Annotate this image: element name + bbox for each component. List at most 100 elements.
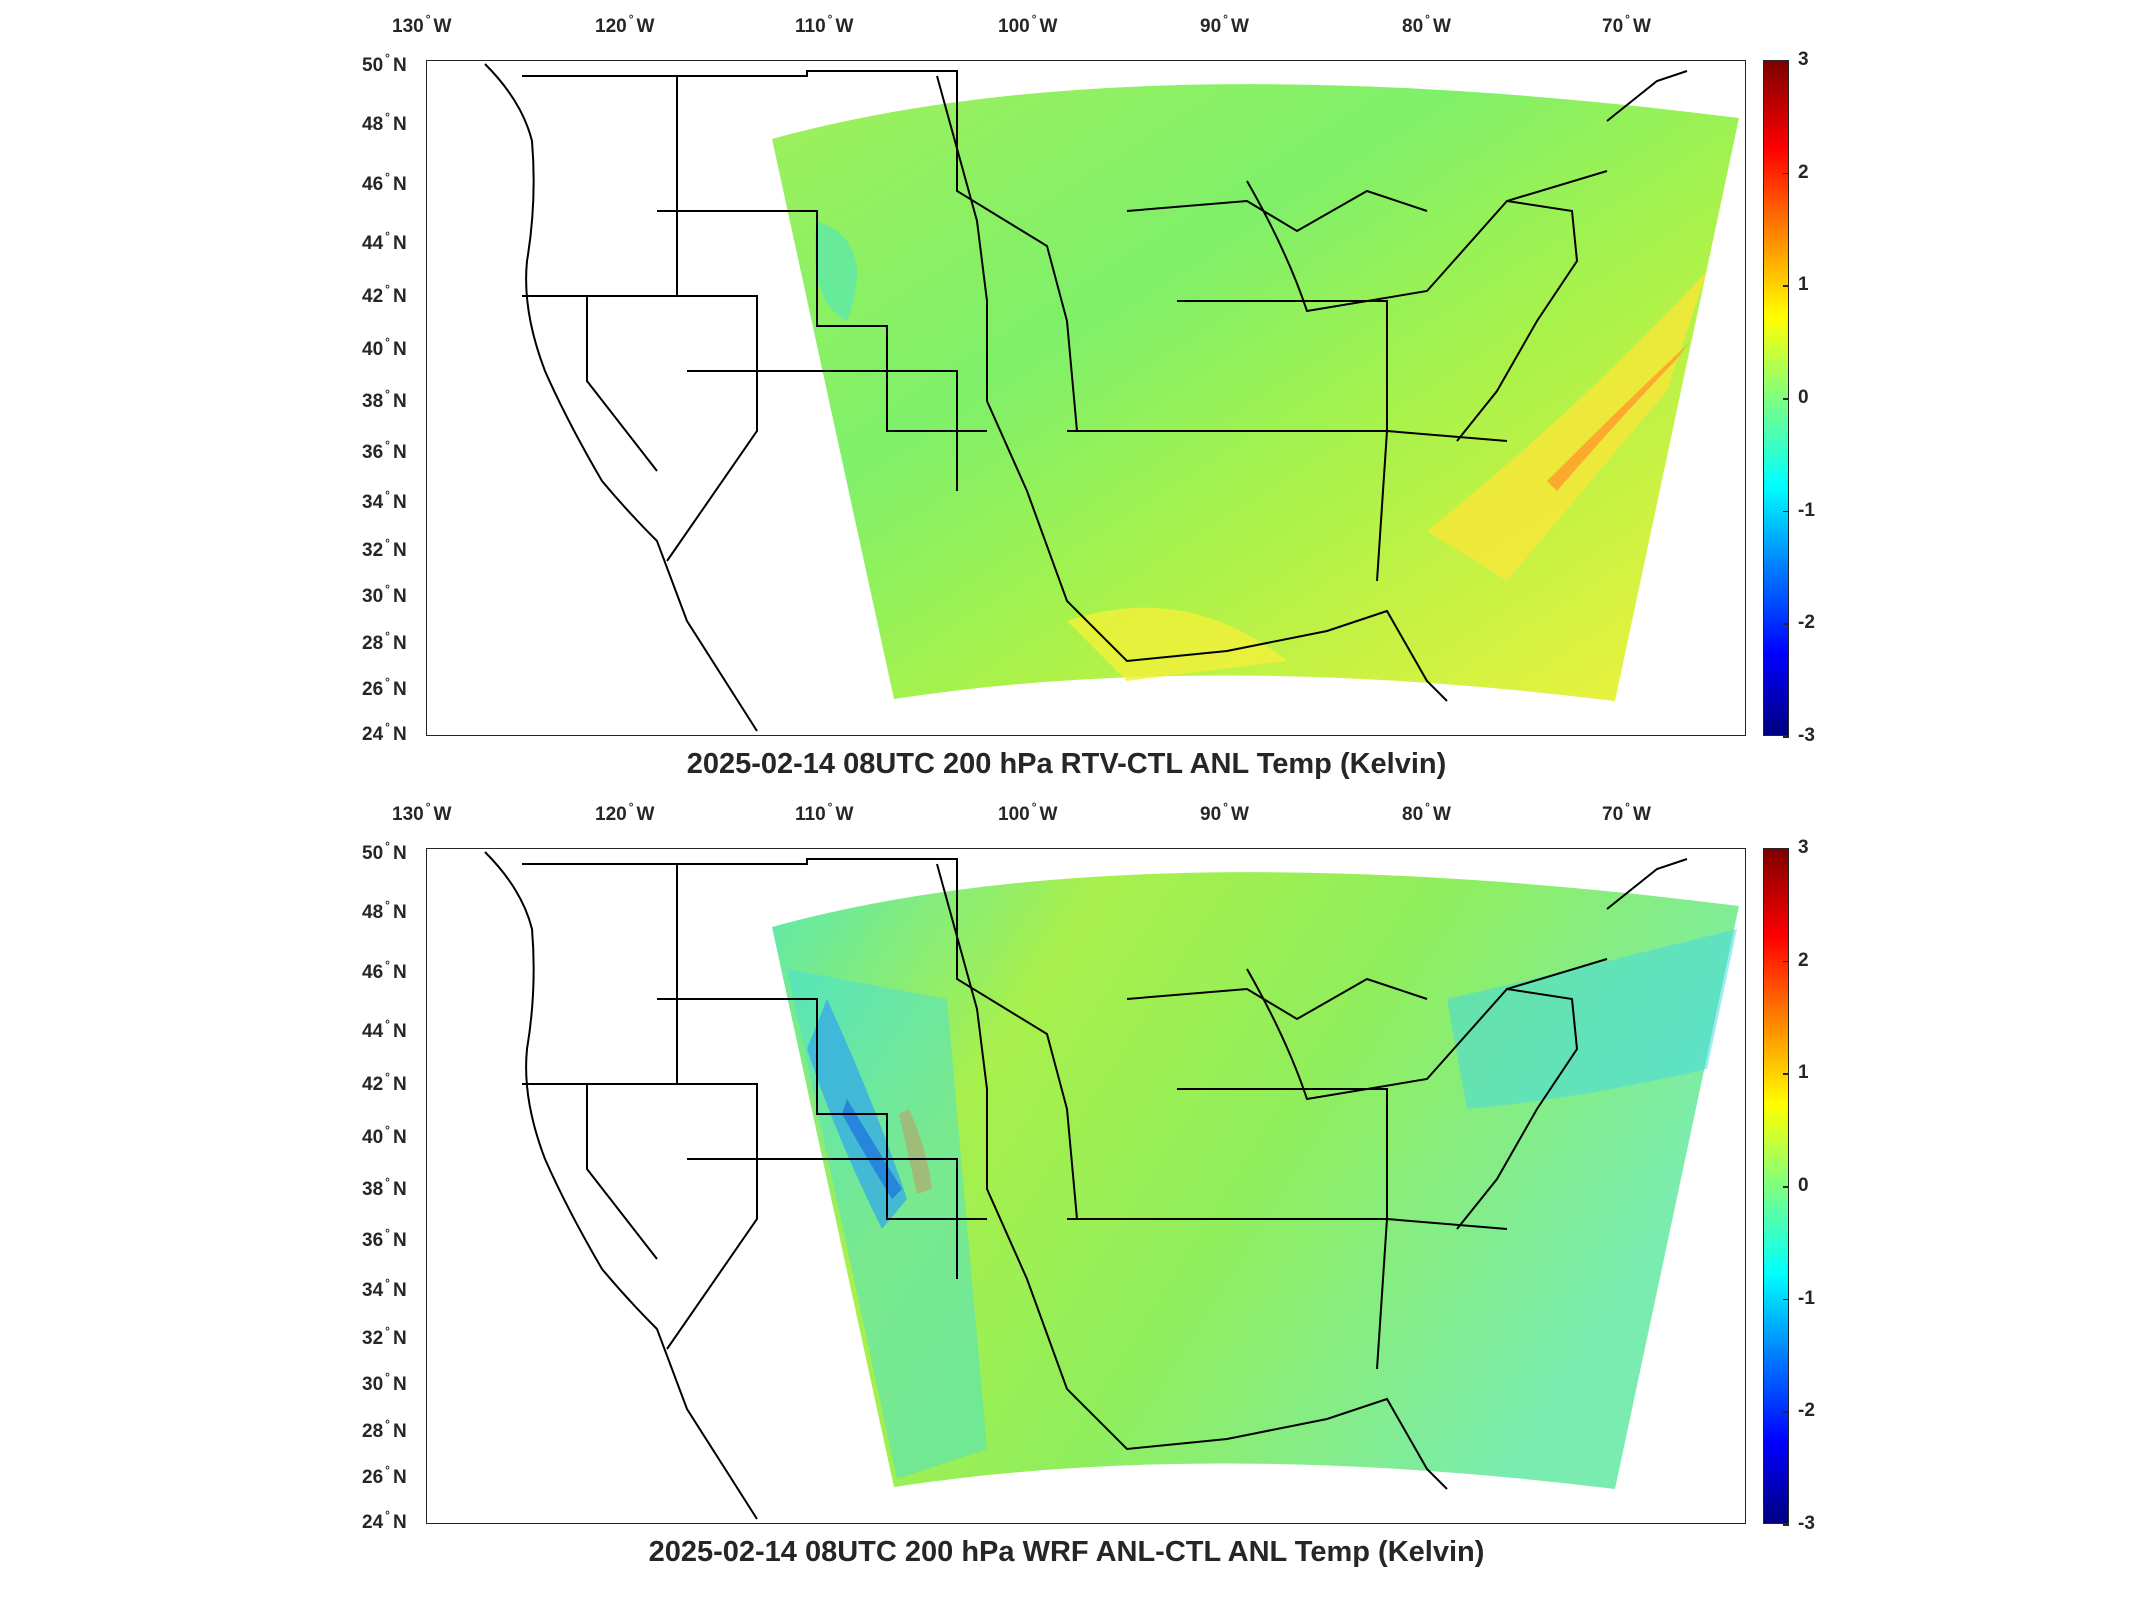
degree-symbol: ° [385, 958, 390, 972]
degree-symbol: ° [1223, 12, 1228, 26]
warm-anomaly-rockies [899, 1109, 932, 1194]
hemisphere: N [392, 1074, 407, 1095]
hemisphere: N [392, 1021, 407, 1042]
degree-symbol: ° [827, 800, 833, 814]
hemisphere: N [392, 55, 407, 76]
latitude-tick-label: 46 ° N [362, 958, 407, 984]
colorbar-tick-mark [1783, 848, 1789, 850]
hemisphere: W [433, 804, 452, 825]
coastlines-and-borders [484, 63, 1688, 732]
tick-value: 50 [362, 843, 384, 864]
panel-title: 2025-02-14 08UTC 200 hPa RTV-CTL ANL Tem… [686, 748, 1447, 780]
latitude-tick-label: 38 ° N [362, 1175, 407, 1201]
degree-symbol: ° [385, 335, 390, 349]
latitude-tick-label: 34 ° N [362, 1276, 407, 1302]
cool-anomaly-patch [815, 221, 857, 321]
tick-value: 28 [362, 633, 384, 654]
degree-symbol: ° [385, 488, 390, 502]
tick-value: 36 [362, 1230, 384, 1251]
hemisphere: N [392, 492, 407, 513]
colorbar-tick-label: 1 [1798, 274, 1809, 296]
hemisphere: W [1632, 804, 1651, 825]
tick-value: 110 [795, 16, 826, 37]
tick-value: 32 [362, 1328, 384, 1349]
longitude-tick-label: 120 ° W [595, 800, 654, 826]
colorbar-tick-label: -3 [1798, 725, 1815, 746]
colorbar-tick-mark [1783, 1073, 1789, 1075]
tick-value: 90 [1200, 804, 1222, 825]
tick-value: 38 [362, 1179, 384, 1200]
hemisphere: W [1432, 16, 1451, 37]
degree-symbol: ° [1031, 800, 1037, 814]
longitude-tick-label: 110 ° W [795, 800, 853, 826]
colorbar-tick-label: 2 [1798, 949, 1809, 971]
hemisphere: N [392, 114, 407, 135]
tick-value: 48 [362, 902, 384, 923]
hemisphere: N [392, 1328, 407, 1349]
degree-symbol: ° [385, 536, 390, 550]
tick-value: 42 [362, 1074, 384, 1095]
tick-value: 50 [362, 55, 384, 76]
colorbar-tick-mark [1783, 1524, 1789, 1526]
tick-value: 38 [362, 391, 384, 412]
degree-symbol: ° [385, 1463, 390, 1477]
longitude-tick-label: 90 ° W [1200, 800, 1249, 826]
hemisphere: N [392, 174, 407, 195]
hemisphere: N [392, 1280, 407, 1301]
degree-symbol: ° [385, 1123, 390, 1137]
hemisphere: N [392, 1230, 407, 1251]
tick-value: 120 [595, 16, 627, 37]
colorbar-tick-mark [1783, 736, 1789, 738]
tick-value: 70 [1602, 16, 1624, 37]
tick-value: 130 [392, 804, 424, 825]
latitude-tick-label: 32 ° N [362, 1324, 407, 1350]
longitude-tick-label: 100 ° W [998, 800, 1057, 826]
latitude-tick-label: 30 ° N [362, 582, 407, 608]
hemisphere: W [835, 16, 854, 37]
degree-symbol: ° [385, 51, 390, 65]
tick-value: 26 [362, 1467, 384, 1488]
hemisphere: N [392, 902, 407, 923]
tick-value: 36 [362, 442, 384, 463]
tick-value: 42 [362, 286, 384, 307]
hemisphere: N [392, 540, 407, 561]
degree-symbol: ° [1625, 12, 1630, 26]
colorbar-tick-mark [1783, 1411, 1789, 1413]
tick-value: 46 [362, 962, 384, 983]
map-svg [484, 63, 1739, 732]
degree-symbol: ° [385, 1175, 390, 1189]
cool-anomaly-northeast [1447, 929, 1737, 1109]
colorbar-tick-mark [1783, 398, 1789, 400]
gulf-warm-region [1067, 607, 1287, 681]
warm-anomaly-band [1427, 271, 1707, 581]
latitude-tick-label: 32 ° N [362, 536, 407, 562]
tick-value: 46 [362, 174, 384, 195]
hemisphere: N [392, 1467, 407, 1488]
map-panel-1: 130 ° W 120 ° W 110 ° W 100 ° W 90 ° W 80 ° W 70 ° W 50 ° N 48 °… [0, 0, 2133, 790]
tick-value: 44 [362, 1021, 384, 1042]
longitude-tick-label: 120 ° W [595, 12, 654, 38]
latitude-tick-label: 30 ° N [362, 1370, 407, 1396]
colorbar-tick-mark [1783, 960, 1789, 963]
hemisphere: N [392, 724, 407, 745]
tick-value: 32 [362, 540, 384, 561]
hemisphere: W [1039, 16, 1058, 37]
degree-symbol: ° [425, 800, 431, 814]
colorbar-tick-label: 0 [1798, 387, 1809, 408]
hemisphere: N [392, 843, 407, 864]
latitude-tick-label: 34 ° N [362, 488, 407, 514]
colorbar-tick-label: -1 [1798, 1287, 1815, 1309]
map-panel-2: 130 ° W 120 ° W 110 ° W 100 ° W 90 ° W 80 ° W 70 ° W 50 ° N 48 °… [0, 790, 2133, 1600]
latitude-tick-label: 42 ° N [362, 1070, 407, 1096]
latitude-tick-label: 40 ° N [362, 335, 407, 361]
tick-value: 24 [362, 1512, 384, 1533]
hemisphere: W [1632, 16, 1651, 37]
cool-anomaly-west [787, 969, 987, 1479]
tick-value: 30 [362, 1374, 384, 1395]
degree-symbol: ° [385, 110, 390, 124]
hemisphere: W [433, 16, 452, 37]
degree-symbol: ° [628, 12, 634, 26]
coastlines-and-borders [484, 851, 1688, 1520]
longitude-tick-label: 90 ° W [1200, 12, 1249, 38]
degree-symbol: ° [827, 12, 833, 26]
